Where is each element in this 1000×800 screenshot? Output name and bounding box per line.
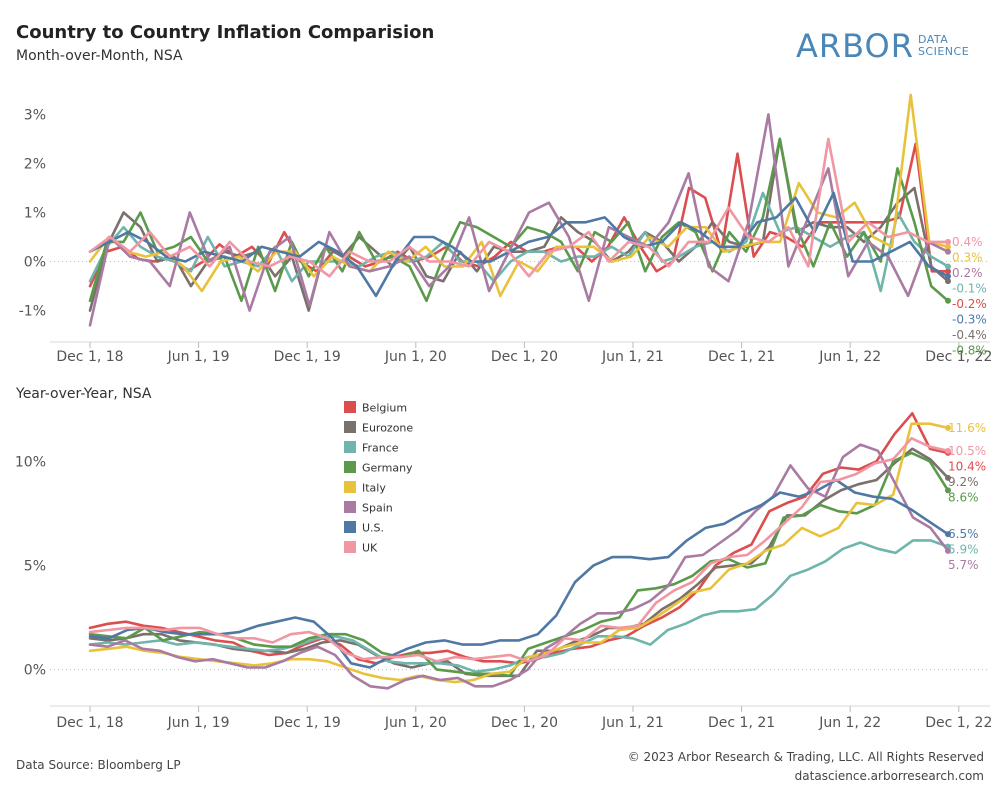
legend-label: Spain bbox=[362, 502, 393, 515]
mom-subtitle: Month-over-Month, NSA bbox=[16, 48, 183, 64]
series-end-label: 10.5% bbox=[948, 444, 986, 458]
series-end-dot bbox=[945, 278, 951, 285]
series-end-dot bbox=[945, 531, 951, 538]
series-end-label: 5.7% bbox=[948, 558, 979, 572]
legend-label: France bbox=[362, 442, 399, 455]
series-end-label: 0.4% bbox=[952, 235, 983, 249]
x-tick-label: Dec 1, 20 bbox=[491, 349, 558, 365]
logo-sub-text: DATA SCIENCE bbox=[918, 34, 969, 58]
legend-swatch bbox=[344, 501, 356, 513]
legend-label: U.S. bbox=[362, 522, 384, 535]
legend-label: Italy bbox=[362, 482, 386, 495]
legend-swatch bbox=[344, 421, 356, 433]
series-end-label: -0.1% bbox=[952, 281, 987, 295]
logo-main-text: ARBOR bbox=[796, 27, 914, 65]
copyright-text: © 2023 Arbor Research & Trading, LLC. Al… bbox=[627, 750, 984, 764]
series-end-label: 0.3% bbox=[952, 250, 983, 264]
series-end-label: -0.4% bbox=[952, 328, 987, 342]
series-end-label: 6.5% bbox=[948, 527, 979, 541]
series-end-label: 10.4% bbox=[948, 459, 986, 473]
y-tick-label: 5% bbox=[24, 558, 46, 574]
legend-label: Belgium bbox=[362, 402, 407, 415]
x-tick-label: Dec 1, 20 bbox=[491, 715, 558, 731]
legend-swatch bbox=[344, 461, 356, 473]
data-source: Data Source: Bloomberg LP bbox=[16, 758, 181, 772]
x-tick-label: Dec 1, 21 bbox=[708, 349, 775, 365]
legend-swatch bbox=[344, 521, 356, 533]
series-end-dot bbox=[945, 487, 951, 494]
series-end-dot bbox=[945, 248, 951, 255]
series-end-dot bbox=[945, 297, 951, 304]
series-line-spain bbox=[88, 443, 950, 690]
series-line-us bbox=[88, 191, 950, 298]
y-tick-label: 10% bbox=[15, 454, 46, 470]
series-end-dot bbox=[945, 547, 951, 554]
series-line-spain bbox=[88, 113, 950, 327]
x-tick-label: Dec 1, 18 bbox=[56, 715, 123, 731]
series-end-dot bbox=[945, 238, 951, 245]
legend-label: Eurozone bbox=[362, 422, 413, 435]
y-tick-label: 0% bbox=[24, 663, 46, 679]
y-tick-label: 3% bbox=[24, 107, 46, 123]
series-line-uk bbox=[88, 436, 950, 663]
legend-swatch bbox=[344, 401, 356, 413]
series-line-france bbox=[88, 191, 950, 293]
x-tick-label: Jun 1, 22 bbox=[818, 715, 881, 731]
series-end-label: 9.2% bbox=[948, 475, 979, 489]
series-end-label: -0.2% bbox=[952, 297, 987, 311]
x-tick-label: Jun 1, 22 bbox=[818, 349, 881, 365]
series-end-dot bbox=[945, 263, 951, 270]
legend-swatch bbox=[344, 441, 356, 453]
logo-line1: DATA bbox=[917, 33, 949, 46]
x-tick-label: Dec 1, 19 bbox=[274, 715, 341, 731]
x-tick-label: Jun 1, 20 bbox=[384, 715, 447, 731]
series-end-dot bbox=[945, 447, 951, 454]
legend-label: UK bbox=[362, 542, 378, 555]
legend-swatch bbox=[344, 541, 356, 553]
series-line-italy bbox=[88, 422, 950, 684]
x-tick-label: Dec 1, 19 bbox=[274, 349, 341, 365]
logo-line2: SCIENCE bbox=[917, 45, 970, 58]
series-line-france bbox=[88, 539, 950, 674]
series-end-label: 5.9% bbox=[948, 543, 979, 557]
series-line-us bbox=[88, 478, 950, 669]
y-tick-label: 0% bbox=[24, 255, 46, 271]
series-end-dot bbox=[945, 424, 951, 431]
website-link[interactable]: datascience.arborresearch.com bbox=[794, 769, 984, 783]
y-tick-label: 2% bbox=[24, 156, 46, 172]
x-tick-label: Jun 1, 20 bbox=[384, 349, 447, 365]
series-line-germany bbox=[88, 137, 950, 303]
series-end-dot bbox=[945, 268, 951, 275]
series-end-dot bbox=[945, 474, 951, 481]
legend-label: Germany bbox=[362, 462, 413, 475]
series-end-label: -0.8% bbox=[952, 343, 987, 357]
x-tick-label: Jun 1, 21 bbox=[601, 715, 664, 731]
y-tick-label: 1% bbox=[24, 206, 46, 222]
x-tick-label: Jun 1, 19 bbox=[167, 715, 230, 731]
arbor-logo: ARBOR DATA SCIENCE bbox=[796, 26, 969, 66]
x-tick-label: Dec 1, 18 bbox=[56, 349, 123, 365]
x-tick-label: Jun 1, 21 bbox=[601, 349, 664, 365]
x-tick-label: Dec 1, 21 bbox=[708, 715, 775, 731]
legend-swatch bbox=[344, 481, 356, 493]
chart-title: Country to Country Inflation Comparision bbox=[16, 22, 435, 43]
yoy-subtitle: Year-over-Year, NSA bbox=[16, 386, 152, 402]
x-tick-label: Jun 1, 19 bbox=[167, 349, 230, 365]
series-end-dot bbox=[945, 243, 951, 250]
series-end-label: 0.2% bbox=[952, 266, 983, 280]
series-end-label: 8.6% bbox=[948, 490, 979, 504]
series-line-belgium bbox=[88, 411, 950, 665]
copyright-block: © 2023 Arbor Research & Trading, LLC. Al… bbox=[628, 748, 984, 786]
x-tick-label: Dec 1, 22 bbox=[925, 349, 992, 365]
series-end-dot bbox=[945, 273, 951, 280]
x-tick-label: Dec 1, 22 bbox=[925, 715, 992, 731]
y-tick-label: -1% bbox=[19, 304, 46, 320]
series-end-label: -0.3% bbox=[952, 312, 987, 326]
series-end-label: 11.6% bbox=[948, 421, 986, 435]
series-line-uk bbox=[88, 137, 950, 278]
